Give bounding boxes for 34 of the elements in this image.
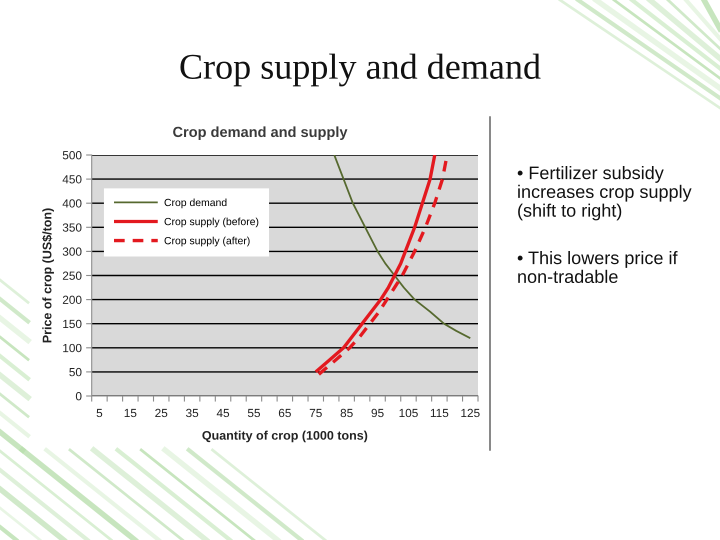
x-tick-label: 125	[461, 408, 480, 418]
text: • This lowers price if non-tradable	[518, 251, 678, 284]
x-tick-label: 15	[124, 408, 136, 418]
y-tick-label: 250	[62, 272, 82, 280]
x-tick-label: 65	[278, 408, 291, 418]
legend-label: Crop supply (before)	[164, 218, 258, 228]
y-tick-label: 350	[62, 223, 82, 232]
x-tick-label: 55	[248, 408, 260, 418]
x-tick-label: 25	[155, 408, 168, 418]
y-tick-label: 50	[69, 368, 82, 376]
x-tick-label: 5	[96, 408, 102, 418]
x-tick-label: 115	[430, 408, 448, 418]
y-tick-label: 150	[63, 320, 82, 328]
legend-label: Crop demand	[164, 198, 226, 208]
x-tick-label: 105	[400, 408, 418, 418]
text: • Fertilizer subsidy increases crop supply (shift to right)	[518, 166, 692, 220]
y-tick-label: 400	[62, 199, 82, 208]
y-tick-label: 200	[62, 296, 82, 304]
y-axis-title: Price of crop (US$/ton)	[42, 208, 54, 342]
y-tick-label: 450	[62, 175, 82, 184]
y-tick-label: 100	[63, 344, 82, 352]
line-series	[333, 155, 472, 340]
x-tick-label: 75	[310, 408, 322, 418]
x-axis-title: Quantity of crop (1000 tons)	[202, 430, 368, 442]
x-tick-label: 35	[186, 408, 198, 418]
text: Crop supply and demand	[180, 54, 541, 86]
y-tick-label: 0	[76, 392, 82, 400]
x-tick-label: 85	[340, 408, 353, 418]
x-tick-label: 95	[372, 408, 384, 418]
y-tick-label: 500	[62, 151, 82, 160]
x-tick-label: 45	[216, 408, 230, 418]
chart-title: Crop demand and supply	[173, 126, 348, 140]
y-tick-label: 300	[62, 247, 82, 256]
legend-label: Crop supply (after)	[164, 236, 250, 246]
